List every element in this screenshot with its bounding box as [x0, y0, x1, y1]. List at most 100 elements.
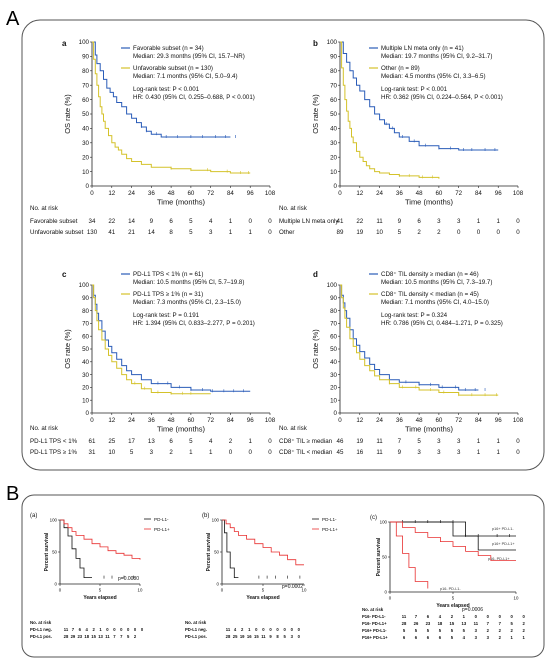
at-risk-value: 5	[451, 628, 454, 633]
at-risk-value: 11	[402, 614, 407, 619]
legend-entry: Log-rank test: P < 0.001	[133, 86, 200, 93]
legend-entry: Unfavorable subset (n = 130)	[133, 65, 213, 72]
panel-label: b	[313, 39, 318, 48]
y-axis-label: Percent survival	[376, 537, 382, 576]
at-risk-value: 1	[209, 449, 213, 456]
at-risk-value: 1	[248, 438, 252, 445]
y-tick-label: 80	[82, 68, 89, 75]
x-tick-label: 24	[376, 190, 383, 197]
at-risk-value: 0	[113, 627, 116, 632]
y-tick-label: 0	[55, 582, 58, 587]
x-axis-label: Years elapsed	[246, 595, 279, 601]
at-risk-value: 28	[226, 634, 231, 639]
legend-entry: CD8⁺ TIL density < median (n = 45)	[381, 291, 479, 298]
at-risk-value: 18	[438, 621, 443, 626]
at-risk-value: 5	[398, 229, 402, 236]
at-risk-value: 5	[511, 621, 514, 626]
at-risk-value: 61	[89, 438, 96, 445]
y-tick-label: 50	[52, 550, 57, 555]
y-tick-label: 100	[79, 39, 90, 46]
at-risk-value: 9	[150, 218, 154, 225]
series-line-2	[340, 284, 499, 396]
at-risk-value: 0	[291, 627, 294, 632]
at-risk-value: 22	[108, 218, 115, 225]
x-tick-label: 0	[221, 587, 224, 592]
at-risk-value: 19	[356, 438, 363, 445]
at-risk-value: 3	[457, 218, 461, 225]
at-risk-value: 5	[189, 438, 193, 445]
x-tick-label: 48	[416, 190, 423, 197]
at-risk-label: P16- PD-L1+	[362, 621, 387, 626]
at-risk-value: 6	[169, 218, 173, 225]
at-risk-value: 1	[496, 449, 500, 456]
at-risk-value: 16	[356, 449, 363, 456]
legend-entry: CD8⁺ TIL density ≥ median (n = 46)	[381, 271, 479, 278]
y-tick-label: 90	[82, 54, 89, 61]
at-risk-value: 0	[268, 229, 272, 236]
y-tick-label: 70	[330, 321, 337, 328]
at-risk-value: 2	[134, 634, 137, 639]
at-risk-value: 7	[398, 438, 402, 445]
at-risk-value: 0	[229, 449, 233, 456]
at-risk-value: 3	[475, 635, 478, 640]
legend-entry: Median: 7.1 months (95% CI, 4.0–15.0)	[381, 299, 489, 306]
at-risk-value: 15	[254, 634, 259, 639]
y-tick-label: 10	[330, 397, 337, 404]
at-risk-value: 2	[499, 635, 502, 640]
at-risk-value: 3	[150, 449, 154, 456]
y-tick-label: 20	[330, 154, 337, 161]
at-risk-value: 0	[511, 614, 514, 619]
legend-entry: PD-L1-	[154, 517, 169, 522]
at-risk-value: 5	[403, 628, 406, 633]
x-tick-label: 72	[207, 417, 214, 424]
at-risk-value: 3	[437, 438, 441, 445]
series-line-2	[340, 41, 440, 179]
y-tick-label: 70	[330, 82, 337, 89]
y-tick-label: 60	[82, 97, 89, 104]
at-risk-value: 21	[128, 229, 135, 236]
at-risk-value: 0	[516, 449, 520, 456]
curve-label: p16- PD-L1-	[440, 587, 461, 591]
at-risk-value: 13	[462, 621, 467, 626]
at-risk-label: CD8⁺ TIL < median	[279, 449, 333, 456]
x-tick-label: 48	[168, 190, 175, 197]
at-risk-value: 0	[499, 614, 502, 619]
at-risk-value: 5	[130, 449, 134, 456]
x-tick-label: 24	[128, 190, 135, 197]
at-risk-label: PD-L1 TPS < 1%	[30, 438, 78, 445]
x-tick-label: 36	[396, 190, 403, 197]
y-axis-label: OS rate (%)	[311, 94, 320, 134]
y-tick-label: 20	[82, 385, 89, 392]
at-risk-value: 11	[376, 449, 383, 456]
x-tick-label: 36	[148, 417, 155, 424]
x-tick-label: 96	[495, 190, 502, 197]
section-b-frame	[21, 494, 545, 658]
p-value: p=0.0006	[462, 607, 483, 613]
legend-entry: Log-rank test: P = 0.324	[381, 312, 448, 319]
at-risk-value: 5	[189, 229, 193, 236]
at-risk-value: 7	[415, 614, 418, 619]
at-risk-label: Multiple LN meta only	[279, 218, 339, 225]
at-risk-value: 5	[283, 634, 286, 639]
at-risk-value: 46	[337, 438, 344, 445]
x-tick-label: 0	[338, 190, 342, 197]
at-risk-value: 11	[226, 627, 231, 632]
at-risk-value: 25	[108, 438, 115, 445]
at-risk-value: 0	[477, 229, 481, 236]
x-tick-label: 84	[227, 417, 234, 424]
x-tick-label: 24	[128, 417, 135, 424]
legend-entry: Log-rank test: P = 0.191	[133, 312, 200, 319]
x-tick-label: 0	[338, 417, 342, 424]
series-line-2	[92, 41, 251, 174]
at-risk-value: 6	[427, 614, 430, 619]
at-risk-value: 0	[276, 627, 279, 632]
y-tick-label: 50	[214, 550, 219, 555]
at-risk-value: 7	[499, 621, 502, 626]
at-risk-value: 23	[77, 634, 82, 639]
at-risk-label: PD-L1 TPS ≥ 1%	[30, 449, 77, 456]
at-risk-value: 4	[439, 614, 442, 619]
panel-label: a	[62, 39, 67, 48]
at-risk-value: 11	[474, 621, 479, 626]
at-risk-value: 130	[87, 229, 98, 236]
